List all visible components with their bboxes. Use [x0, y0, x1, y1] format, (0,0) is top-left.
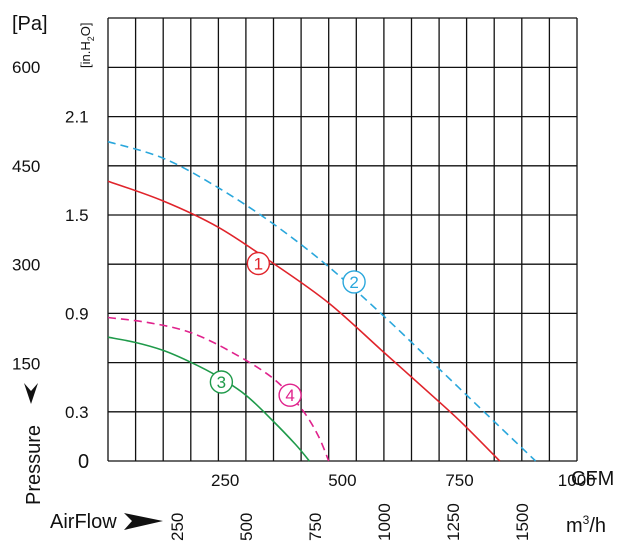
- m3h-unit-label: m3/h: [566, 513, 606, 537]
- y-tick-pa: 300: [12, 256, 40, 275]
- y-tick-pa: 600: [12, 58, 40, 77]
- y-tick-inh2o: 2.1: [65, 108, 89, 127]
- x-tick-cfm: 750: [445, 471, 473, 490]
- x-tick-m3h: 250: [168, 513, 187, 541]
- y-tick-inh2o: 0.3: [65, 403, 89, 422]
- curve-labels: 1 2 3 4: [209, 251, 366, 407]
- cfm-unit-label: CFM: [571, 468, 614, 490]
- curve-label-2: 2: [349, 273, 358, 292]
- pressure-arrow-icon: [24, 383, 38, 404]
- curve-4: [107, 316, 330, 462]
- axis-ticks: 01503004506000.30.91.52.1250500750100012…: [12, 58, 596, 541]
- performance-curves: [107, 140, 537, 462]
- x-tick-cfm: 500: [328, 471, 356, 490]
- airflow-arrow-icon: [124, 513, 163, 530]
- x-tick-m3h: 750: [306, 513, 325, 541]
- curve-marker-3: [209, 370, 234, 394]
- curve-marker-1: [246, 251, 271, 276]
- y-tick-inh2o: 0.9: [65, 304, 89, 323]
- y-tick-inh2o: 1.5: [65, 206, 89, 225]
- inh2o-unit-label: [in.H2O]: [78, 23, 96, 68]
- y-tick-pa: 150: [12, 354, 40, 373]
- plot-grid: [107, 17, 578, 462]
- x-tick-m3h: 1500: [513, 503, 532, 541]
- curve-label-1: 1: [254, 255, 263, 274]
- curve-marker-4: [278, 383, 302, 407]
- curve-1: [107, 180, 501, 462]
- x-tick-m3h: 500: [237, 513, 256, 541]
- x-tick-cfm: 250: [211, 471, 239, 490]
- x-tick-cfm: 1000: [558, 471, 596, 490]
- curve-label-3: 3: [217, 373, 226, 392]
- pressure-axis-label: Pressure: [23, 425, 45, 505]
- x-tick-m3h: 1000: [375, 503, 394, 541]
- curve-2: [107, 140, 537, 462]
- x-tick-m3h: 1250: [444, 503, 463, 541]
- curve-label-4: 4: [285, 386, 294, 405]
- airflow-axis-label: AirFlow: [50, 511, 117, 533]
- pa-unit-label: [Pa]: [12, 13, 48, 35]
- y-tick-pa: 0: [78, 451, 89, 473]
- curve-marker-2: [342, 270, 366, 294]
- y-tick-pa: 450: [12, 157, 40, 176]
